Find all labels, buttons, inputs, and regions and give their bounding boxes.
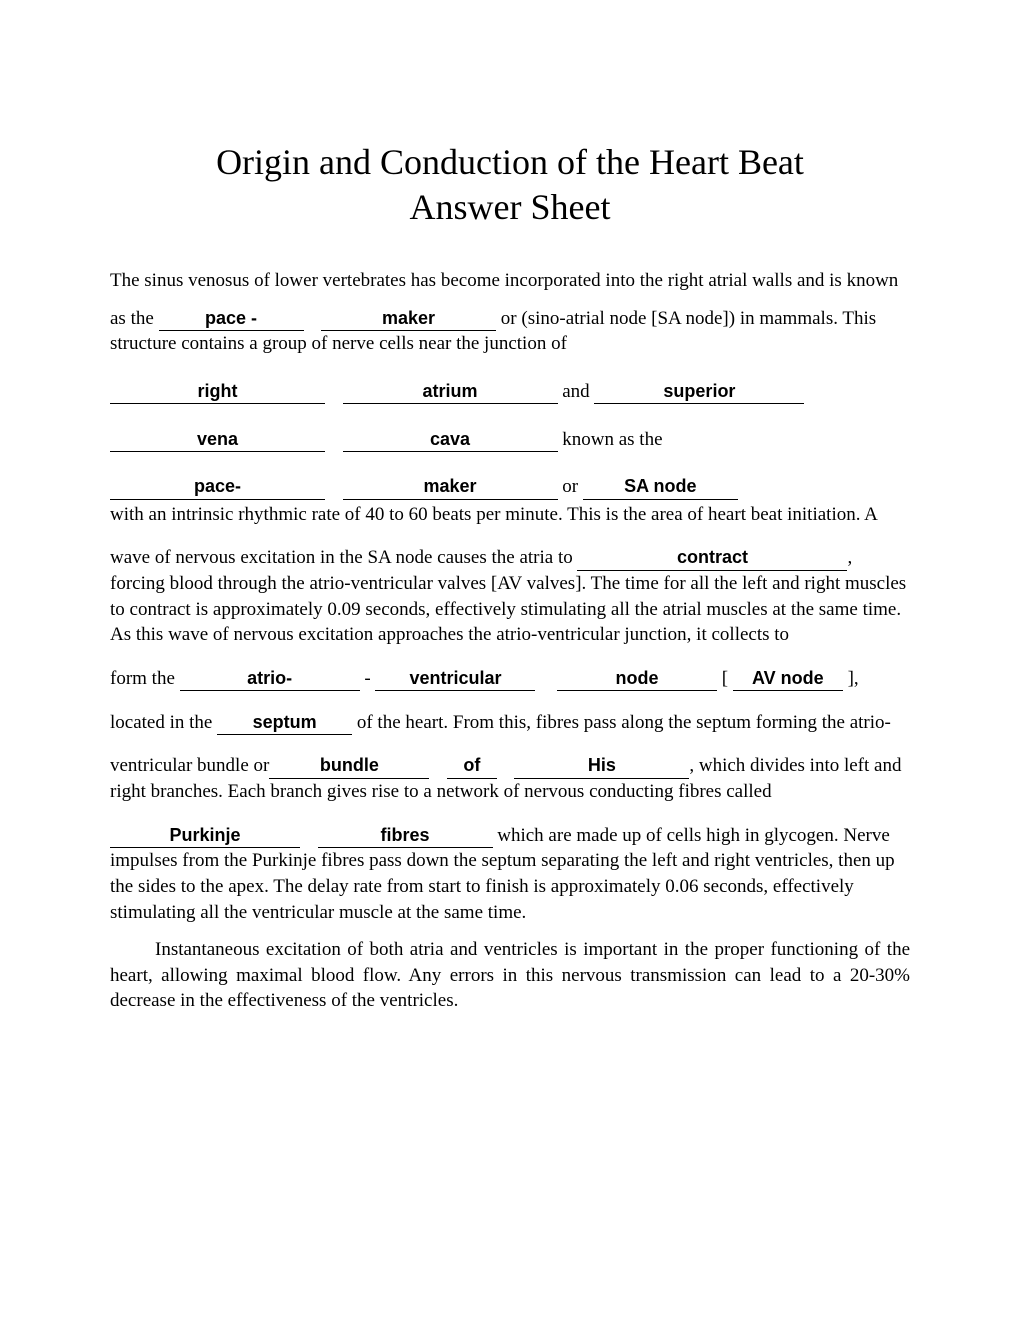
text-fragment: located in the	[110, 712, 217, 733]
answer-ventricular: ventricular	[375, 666, 535, 691]
text-fragment: with an intrinsic rhythmic rate of 40 to…	[110, 502, 910, 528]
line-7: form the atrio- - ventricular node [ AV …	[110, 666, 910, 692]
answer-fibres: fibres	[318, 823, 493, 848]
answer-vena: vena	[110, 427, 325, 452]
line-5: pace- maker or SA node with an intrinsic…	[110, 474, 910, 527]
text-fragment: [	[717, 668, 733, 689]
line-4: vena cava known as the	[110, 427, 910, 453]
answer-contract: contract	[577, 545, 847, 570]
answer-atrio: atrio-	[180, 666, 360, 691]
title-line-2: Answer Sheet	[410, 187, 611, 227]
line-8: located in the septum of the heart. From…	[110, 710, 910, 736]
answer-pace: pace -	[159, 306, 304, 331]
answer-pace2: pace-	[110, 474, 325, 499]
text-fragment: ventricular bundle or	[110, 755, 269, 776]
answer-maker2: maker	[343, 474, 558, 499]
answer-his: His	[514, 753, 689, 778]
document-page: Origin and Conduction of the Heart Beat …	[0, 0, 1020, 1014]
answer-node: node	[557, 666, 717, 691]
answer-septum: septum	[217, 710, 352, 735]
paragraph-final: Instantaneous excitation of both atria a…	[110, 937, 910, 1014]
text-fragment: known as the	[558, 429, 663, 450]
document-title: Origin and Conduction of the Heart Beat …	[110, 140, 910, 230]
line-10: Purkinje fibres which are made up of cel…	[110, 823, 910, 926]
document-body: The sinus venosus of lower vertebrates h…	[110, 268, 910, 1014]
answer-of: of	[447, 753, 497, 778]
text-fragment: and	[558, 381, 595, 402]
text-fragment: wave of nervous excitation in the SA nod…	[110, 547, 577, 568]
text-fragment: form the	[110, 668, 180, 689]
text-fragment: or	[558, 476, 583, 497]
text-fragment: ],	[843, 668, 859, 689]
answer-cava: cava	[343, 427, 558, 452]
answer-bundle: bundle	[269, 753, 429, 778]
text-fragment: as the	[110, 308, 159, 329]
answer-sanode: SA node	[583, 474, 738, 499]
line-9: ventricular bundle orbundle of His, whic…	[110, 753, 910, 804]
line-2: as the pace - maker or (sino-atrial node…	[110, 306, 910, 357]
text-fragment: -	[360, 668, 376, 689]
paragraph-1: The sinus venosus of lower vertebrates h…	[110, 268, 910, 294]
answer-maker: maker	[321, 306, 496, 331]
line-6: wave of nervous excitation in the SA nod…	[110, 545, 910, 648]
title-line-1: Origin and Conduction of the Heart Beat	[216, 142, 804, 182]
line-3: right atrium and superior	[110, 379, 910, 405]
text-fragment: of the heart. From this, fibres pass alo…	[352, 712, 891, 733]
answer-purkinje: Purkinje	[110, 823, 300, 848]
answer-superior: superior	[594, 379, 804, 404]
answer-atrium: atrium	[343, 379, 558, 404]
answer-right: right	[110, 379, 325, 404]
answer-avnode: AV node	[733, 666, 843, 691]
